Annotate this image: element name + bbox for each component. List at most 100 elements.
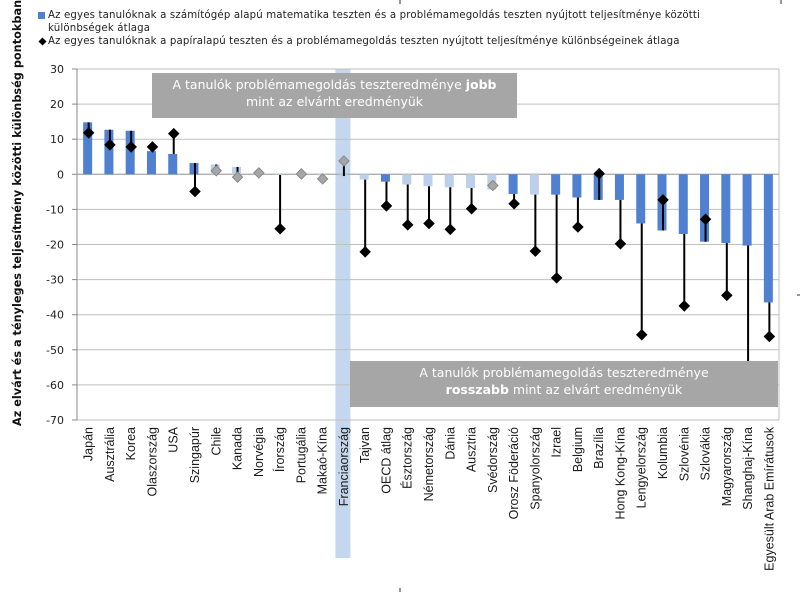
diamond-markers	[82, 127, 776, 392]
x-tick-labels: Japán Ausztrália Korea Olaszország USA Szinga…	[82, 426, 777, 571]
x-tick-label: Dánia	[443, 427, 457, 460]
x-tick-label: Tajvan	[358, 427, 372, 463]
diamond-Tajvan	[359, 246, 371, 258]
x-tick-label: Norvégia	[252, 427, 266, 477]
bar-Izrael	[551, 174, 561, 195]
bar-Ausztrália	[104, 129, 114, 175]
x-tick-label: Izrael	[550, 427, 564, 458]
x-tick-label: Makaó-Kína	[316, 427, 330, 494]
y-tick-label: -70	[46, 414, 64, 427]
diamond-Németország	[423, 217, 435, 230]
bar-Olaszország	[146, 151, 156, 175]
y-tick-label: 30	[50, 63, 64, 76]
x-tick-label: Lengyelország	[635, 427, 649, 508]
annotation-better-bold: jobb	[465, 77, 497, 92]
diamond-Szlovénia	[678, 300, 691, 312]
frame-handle-right[interactable]	[797, 294, 800, 296]
x-tick-label: Shanghaj-Kína	[741, 427, 755, 510]
y-tick-label: -20	[46, 239, 64, 252]
y-tick-label: -60	[46, 379, 64, 392]
diamond-Brazília	[593, 167, 605, 180]
y-tick-label: -10	[46, 203, 64, 216]
bar-Spanyolország	[529, 174, 539, 195]
bar-Korea	[125, 130, 135, 175]
bar-Orosz Föderáció	[508, 174, 518, 194]
x-tick-label: Belgium	[571, 427, 585, 472]
x-tick-label: Portugália	[294, 427, 308, 483]
diamond-Írország	[274, 222, 286, 235]
frame-handle-left[interactable]	[17, 292, 20, 294]
diamond-USA	[167, 127, 180, 140]
y-tick-label: 0	[57, 168, 64, 181]
x-tick-label: Korea	[124, 427, 138, 460]
x-tick-label: Ausztria	[465, 427, 479, 472]
x-tick-label: Kanada	[231, 427, 245, 470]
bar-Tajvan	[359, 174, 369, 180]
frame-handle-top-right[interactable]	[780, 0, 782, 4]
diamond-Izrael	[550, 272, 563, 284]
bar-Dánia	[444, 174, 454, 188]
y-tick-label: 20	[50, 98, 64, 111]
x-tick-label: Németország	[422, 427, 436, 501]
highlight-band-layer	[335, 69, 351, 558]
x-tick-label: Észtország	[400, 427, 415, 489]
x-tick-label: Orosz Föderáció	[507, 427, 521, 519]
bar-Egyesült Arab Emírátusok	[763, 174, 773, 303]
annotation-worse: A tanulók problémamegoldás teszteredmény…	[350, 361, 778, 407]
y-tick-label: -50	[46, 344, 64, 357]
x-tick-label: USA	[167, 426, 181, 452]
diamond-Norvégia	[253, 167, 265, 179]
diamond-Franciaország	[338, 155, 350, 167]
annotation-better-text: A tanulók problémamegoldás teszteredmény…	[172, 77, 466, 92]
diamond-OECD átlag	[380, 200, 393, 212]
diamond-Egyesült Arab Emírátusok	[763, 330, 776, 343]
annotation-better: A tanulók problémamegoldás teszteredmény…	[152, 73, 517, 118]
x-tick-label: Chile	[209, 427, 223, 456]
x-tick-label: Szingapúr	[188, 427, 202, 483]
bars	[83, 122, 773, 303]
bar-Lengyelország	[636, 174, 646, 224]
x-tick-label: OECD átlag	[379, 427, 393, 494]
diamond-Spanyolország	[529, 245, 542, 257]
bar-Írország	[274, 174, 284, 176]
bar-Németország	[423, 174, 433, 187]
frame-handle-top[interactable]	[399, 0, 401, 4]
diamond-Ausztria	[465, 202, 478, 215]
frame-handle-bottom[interactable]	[399, 588, 401, 592]
diamond-Magyarország	[721, 289, 733, 302]
legend-bar-label-line2: különbségek átlaga	[48, 23, 151, 34]
legend-bar-swatch	[38, 12, 45, 19]
y-tick-label: -30	[46, 274, 64, 287]
x-tick-label: Szlovákia	[699, 427, 713, 481]
bar-Szlovénia	[678, 174, 688, 234]
diamond-Szlovákia	[699, 213, 712, 225]
x-tick-label: Kolumbia	[656, 427, 670, 479]
y-axis: 30 20 10 0 -10 -20 -30 -40 -50 -60 -70	[46, 63, 780, 427]
diamond-Svédország	[487, 179, 499, 192]
legend-item-bar: Az egyes tanulóknak a számítógép alapú m…	[38, 9, 758, 35]
annotation-worse-line1: A tanulók problémamegoldás teszteredmény…	[419, 365, 709, 380]
diamond-Orosz Föderáció	[508, 198, 520, 210]
diamond-Hong Kong-Kína	[614, 238, 627, 250]
bar-Észtország	[402, 174, 412, 185]
bar-Szlovákia	[700, 174, 710, 242]
annotation-worse-bold: rosszabb	[445, 382, 509, 397]
bar-Ausztria	[466, 174, 476, 188]
x-tick-label: Magyarország	[720, 427, 734, 506]
x-tick-label: Japán	[82, 427, 96, 461]
legend: Az egyes tanulóknak a számítógép alapú m…	[38, 9, 758, 48]
x-tick-label: Franciaország	[337, 427, 351, 506]
annotation-worse-text: mint az elvárt eredményük	[508, 382, 683, 397]
diamond-Kanada	[231, 171, 244, 183]
x-tick-label: Hong Kong-Kína	[613, 427, 627, 519]
x-tick-label: Spanyolország	[528, 427, 542, 510]
x-tick-label: Ausztrália	[103, 427, 117, 482]
legend-item-diamond: Az egyes tanulóknak a papíralapú teszten…	[38, 35, 758, 48]
y-tick-label: 10	[50, 133, 64, 146]
legend-bar-label-line1: Az egyes tanulóknak a számítógép alapú m…	[48, 10, 700, 21]
x-tick-label: Szlovénia	[677, 427, 691, 481]
diamond-Japán	[82, 127, 95, 139]
bar-Hong Kong-Kína	[614, 174, 624, 200]
diamond-Kolumbia	[657, 194, 669, 206]
diamond-Olaszország	[146, 141, 159, 153]
